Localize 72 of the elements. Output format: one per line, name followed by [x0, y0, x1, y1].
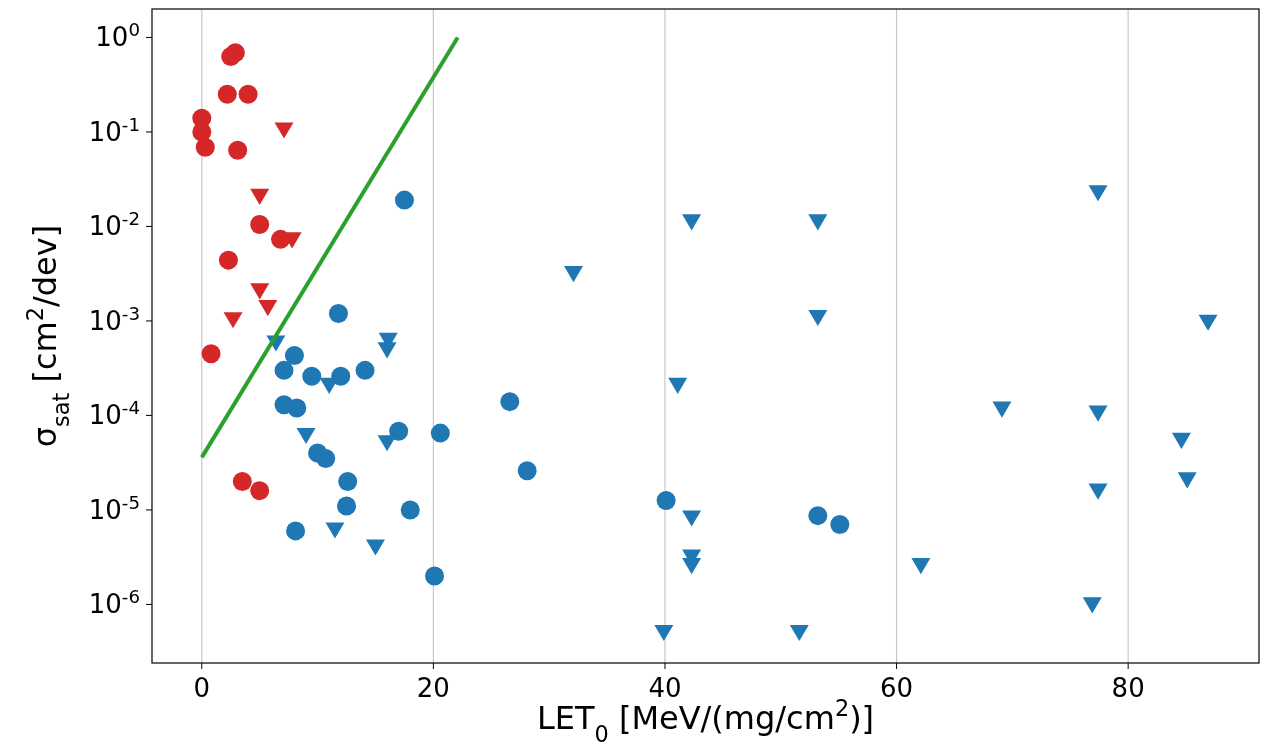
point — [1088, 185, 1108, 202]
point — [338, 471, 358, 491]
point — [218, 250, 238, 270]
point — [682, 558, 702, 575]
y-tick-label: 10$^{-4}$ — [88, 396, 140, 431]
x-tick-label: 40 — [648, 673, 682, 703]
y-tick-label: 10$^{-2}$ — [88, 207, 140, 242]
point — [195, 137, 215, 157]
point — [319, 377, 339, 395]
point — [563, 266, 583, 283]
point — [1082, 597, 1102, 614]
point — [517, 461, 537, 481]
point — [228, 140, 248, 160]
point — [274, 360, 294, 380]
x-tick-label: 60 — [880, 673, 914, 703]
point — [250, 188, 270, 206]
point — [302, 366, 322, 386]
point — [1171, 432, 1191, 449]
point — [258, 300, 278, 317]
point — [992, 401, 1012, 418]
point — [287, 398, 307, 418]
point — [1198, 314, 1218, 331]
point — [250, 481, 270, 501]
point — [911, 558, 931, 575]
point — [668, 377, 688, 395]
y-tick-label: 10$^{-1}$ — [88, 113, 140, 147]
point — [223, 312, 243, 329]
y-tick-label: 10$^{0}$ — [95, 18, 140, 53]
point — [365, 539, 385, 556]
point — [250, 283, 270, 300]
y-tick-label: 10$^{-6}$ — [88, 585, 140, 620]
x-tick-label: 20 — [416, 673, 450, 703]
point — [500, 392, 520, 412]
point — [250, 214, 270, 234]
point — [201, 344, 221, 364]
point — [682, 510, 702, 527]
point — [286, 521, 306, 541]
point — [355, 360, 375, 380]
point — [1088, 405, 1108, 422]
point — [284, 346, 304, 366]
y-tick-label: 10$^{-3}$ — [88, 302, 140, 336]
point — [331, 366, 351, 386]
point — [789, 624, 809, 642]
point — [808, 309, 828, 327]
point — [394, 190, 414, 210]
y-tick-label: 10$^{-5}$ — [88, 491, 140, 525]
point — [377, 342, 397, 359]
point — [296, 427, 316, 445]
point — [232, 471, 252, 491]
point — [274, 122, 294, 139]
point — [337, 496, 357, 516]
point — [808, 214, 828, 231]
point — [656, 490, 676, 510]
point — [830, 515, 850, 535]
point — [316, 449, 336, 469]
point — [425, 566, 445, 586]
point — [377, 435, 397, 452]
x-tick-label: 80 — [1111, 673, 1145, 703]
point — [325, 522, 345, 539]
point — [328, 303, 348, 323]
point — [217, 84, 237, 104]
point — [430, 423, 450, 443]
point — [654, 624, 674, 642]
point — [192, 122, 212, 142]
point — [1177, 472, 1197, 489]
point — [1088, 483, 1108, 500]
x-tick-label: 0 — [193, 673, 211, 703]
point — [682, 214, 702, 231]
point — [400, 500, 420, 520]
point — [389, 421, 409, 441]
point — [238, 84, 258, 104]
point — [808, 506, 828, 526]
